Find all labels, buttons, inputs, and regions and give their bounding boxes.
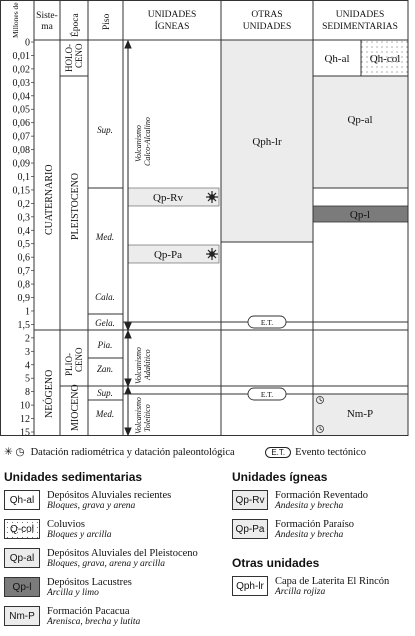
age-label: 0,06 — [13, 118, 31, 129]
age-label: 0,5 — [18, 239, 31, 250]
label-qph-lr: Qph-lr — [252, 136, 282, 148]
legend-item-q-col: Q-col Coluvios Bloques y arcilla — [4, 519, 112, 541]
stratigraphic-chart: 0 0,01 0,02 0,03 0,04 0,05 0,06 0,07 0,08 0,09 0,1… — [0, 0, 409, 439]
legend-item-qp-rv: Qp-Rv Formación Reventado Andesita y brec… — [232, 490, 368, 512]
clock-shell-icon — [316, 396, 324, 433]
age-label: 3 — [25, 347, 30, 358]
volcanism-adakitico-1: Volcanismo — [134, 347, 143, 384]
legend-item-qp-l: Qp-l Depósitos Lacustres Arcilla y limo — [4, 577, 132, 599]
tectonic-event-2: E.T. — [123, 387, 408, 401]
legend-item-qp-al: Qp-al Depósitos Aluviales del Pleistocen… — [4, 548, 198, 570]
label-nm-p: Nm-P — [347, 408, 373, 420]
legend-evento-text: Evento tectónico — [295, 447, 366, 458]
legend-item-qp-pa: Qp-Pa Formación Paraíso Andesita y brecha — [232, 519, 354, 541]
age-label: 15 — [20, 428, 30, 439]
legend-symbols: ✳ ◷ Datación radiométrica y datación pale… — [4, 446, 366, 458]
age-label: 0,9 — [18, 293, 31, 304]
stage-pia: Pia. — [97, 340, 113, 350]
age-label: 4 — [25, 360, 30, 371]
age-label: 0,08 — [13, 145, 31, 156]
header-sed-1: UNIDADES — [336, 10, 385, 20]
asterisk-circle-icon: ✳ ◷ — [4, 447, 25, 458]
volcanism-calco-2: Calco-Alcalino — [143, 117, 152, 166]
legend-et-badge: E.T. — [265, 447, 292, 458]
header-sed-2: SEDIMENTARIAS — [322, 22, 398, 32]
age-label: 0,05 — [13, 105, 31, 116]
age-label: 5 — [25, 374, 30, 385]
unit-nm-p-area — [313, 394, 408, 435]
stage-med: Med. — [95, 232, 114, 242]
epoch-holoceno-2: CENO — [74, 43, 84, 68]
age-label: 0 — [25, 38, 30, 49]
age-label: 0,7 — [18, 266, 31, 277]
header-igneas-1: UNIDADES — [148, 10, 197, 20]
epoch-pleistoceno: PLEISTOCENO — [70, 173, 81, 240]
legend-item-qph-lr: Qph-lr Capa de Laterita El Rincón Arcilla… — [232, 576, 389, 598]
epoch-holoceno-1: HOLO- — [64, 44, 74, 72]
stage-sup: Sup. — [97, 125, 113, 135]
age-label: 1,5 — [18, 320, 31, 331]
age-label: 0,6 — [18, 253, 31, 264]
stage-gela: Gela. — [95, 318, 115, 328]
header-otras-2: UNIDADES — [243, 22, 292, 32]
age-label: 0,03 — [13, 78, 31, 89]
header-sistema: Siste-ma — [36, 11, 58, 32]
system-cuaternario: CUATERNARIO — [44, 164, 55, 235]
legend-item-qh-al: Qh-al Depósitos Aluviales recientes Bloqu… — [4, 490, 171, 512]
label-qh-col: Qh-col — [370, 53, 401, 65]
header-otras-1: OTRAS — [251, 10, 282, 20]
volcanism-toleitico-1: Volcanismo — [134, 397, 143, 434]
epoch-plioceno-2: CENO — [74, 347, 84, 372]
svg-text:E.T.: E.T. — [261, 318, 273, 327]
volcanism-toleitico-2: Toleítico — [143, 404, 152, 432]
asterisk-circle-icon — [206, 191, 218, 203]
unit-qph-lr-area — [221, 40, 313, 242]
age-label: 12 — [20, 414, 30, 425]
header-igneas-2: ÍGNEAS — [155, 20, 190, 32]
age-label: 0,01 — [13, 51, 31, 62]
label-qp-l: Qp-l — [350, 209, 370, 221]
age-label: 0,3 — [18, 212, 31, 223]
age-label: 0,4 — [18, 226, 31, 237]
svg-text:E.T.: E.T. — [261, 390, 273, 399]
stage-cala: Cala. — [95, 292, 115, 302]
age-label: 10 — [20, 401, 30, 412]
legend-dating-text: Datación radiométrica y datación paleont… — [30, 447, 235, 458]
epoch-plioceno-1: PLIO- — [64, 353, 74, 376]
legend: ✳ ◷ Datación radiométrica y datación pale… — [0, 440, 415, 636]
age-label: 1 — [25, 306, 30, 317]
legend-sed-title: Unidades sedimentarias — [4, 470, 143, 484]
age-label: 0,09 — [13, 159, 31, 170]
age-label: 0,2 — [18, 199, 31, 210]
unit-qp-al-area — [313, 76, 408, 188]
epoch-mioceno: MIOCENO — [70, 384, 81, 431]
stage-sup2: Sup. — [97, 388, 113, 398]
label-qp-al: Qp-al — [347, 114, 372, 126]
age-label: 0,1 — [18, 172, 31, 183]
age-label: 0,15 — [13, 185, 31, 196]
age-label: 8 — [25, 387, 30, 398]
age-label: 0,02 — [13, 64, 31, 75]
header-millones: Millones de años — [11, 0, 20, 38]
legend-item-nm-p: Nm-P Formación Pacacua Arenisca, brecha y… — [4, 606, 140, 628]
label-qh-al: Qh-al — [324, 53, 349, 65]
stage-med2: Med. — [95, 409, 114, 419]
stage-zan: Zan. — [97, 364, 113, 374]
header-piso: Piso — [102, 13, 112, 30]
asterisk-circle-icon — [206, 248, 218, 260]
age-label: 0,8 — [18, 280, 31, 291]
age-label: 2 — [25, 333, 30, 344]
label-qp-rv: Qp-Rv — [153, 192, 183, 204]
legend-otras-title: Otras unidades — [232, 556, 320, 570]
header-epoca: Época — [69, 12, 81, 37]
tectonic-event-1: E.T. — [123, 315, 408, 329]
volcanism-calco-1: Volcanismo — [134, 125, 143, 162]
age-label: 0,04 — [13, 91, 31, 102]
age-label: 0,07 — [13, 132, 31, 143]
legend-ign-title: Unidades ígneas — [232, 470, 328, 484]
volcanism-adakitico-2: Adakítico — [143, 349, 152, 381]
system-neogeno: NEÓGENO — [43, 370, 55, 418]
label-qp-pa: Qp-Pa — [154, 249, 182, 261]
